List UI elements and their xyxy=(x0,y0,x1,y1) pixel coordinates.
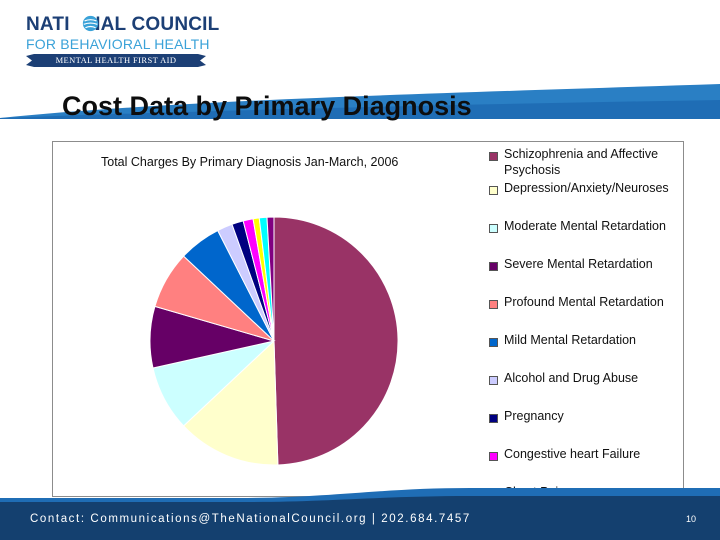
page-number: 10 xyxy=(686,514,697,524)
legend-label: Alcohol and Drug Abuse xyxy=(504,371,639,385)
pie-slice-0 xyxy=(273,216,399,466)
legend-swatch xyxy=(489,338,498,347)
legend-swatch xyxy=(489,224,498,233)
chart-title: Total Charges By Primary Diagnosis Jan-M… xyxy=(101,155,399,169)
header-swoosh xyxy=(0,84,720,140)
legend-label: Mild Mental Retardation xyxy=(504,333,637,347)
logo-line-1: NATI NAL COUNCIL xyxy=(26,14,220,35)
legend-swatch xyxy=(489,300,498,309)
legend-label: Profound Mental Retardation xyxy=(504,295,664,309)
footer-contact: Contact: Communications@TheNationalCounc… xyxy=(30,513,471,525)
legend-swatch xyxy=(489,414,498,423)
legend-swatch xyxy=(489,152,498,161)
legend-swatch xyxy=(489,452,498,461)
pie-slice-11 xyxy=(266,216,275,342)
pie-chart xyxy=(149,216,399,466)
logo-ribbon-text: MENTAL HEALTH FIRST AID xyxy=(55,55,177,65)
legend-label: Congestive heart Failure xyxy=(504,447,641,461)
legend-label: Moderate Mental Retardation xyxy=(504,219,666,233)
legend-swatch xyxy=(489,186,498,195)
chart-frame: Total Charges By Primary Diagnosis Jan-M… xyxy=(52,141,684,499)
globe-icon xyxy=(82,15,99,32)
legend-swatch xyxy=(489,376,498,385)
legend-swatch xyxy=(489,262,498,271)
pie-slice-1 xyxy=(182,339,279,466)
slide-title: Cost Data by Primary Diagnosis xyxy=(62,91,472,121)
logo-ribbon xyxy=(26,54,206,67)
legend-label: Depression/Anxiety/Neuroses xyxy=(504,181,669,195)
footer-band xyxy=(0,488,720,540)
legend-label: Schizophrenia and Affective Psychosis xyxy=(504,147,659,177)
legend-label: Pregnancy xyxy=(504,409,564,423)
organization-logo: NATI NAL COUNCIL FOR BEHAVIORAL HEALTH ME… xyxy=(26,14,220,70)
legend-label: Severe Mental Retardation xyxy=(504,257,653,271)
logo-line-2: FOR BEHAVIORAL HEALTH xyxy=(26,36,210,52)
